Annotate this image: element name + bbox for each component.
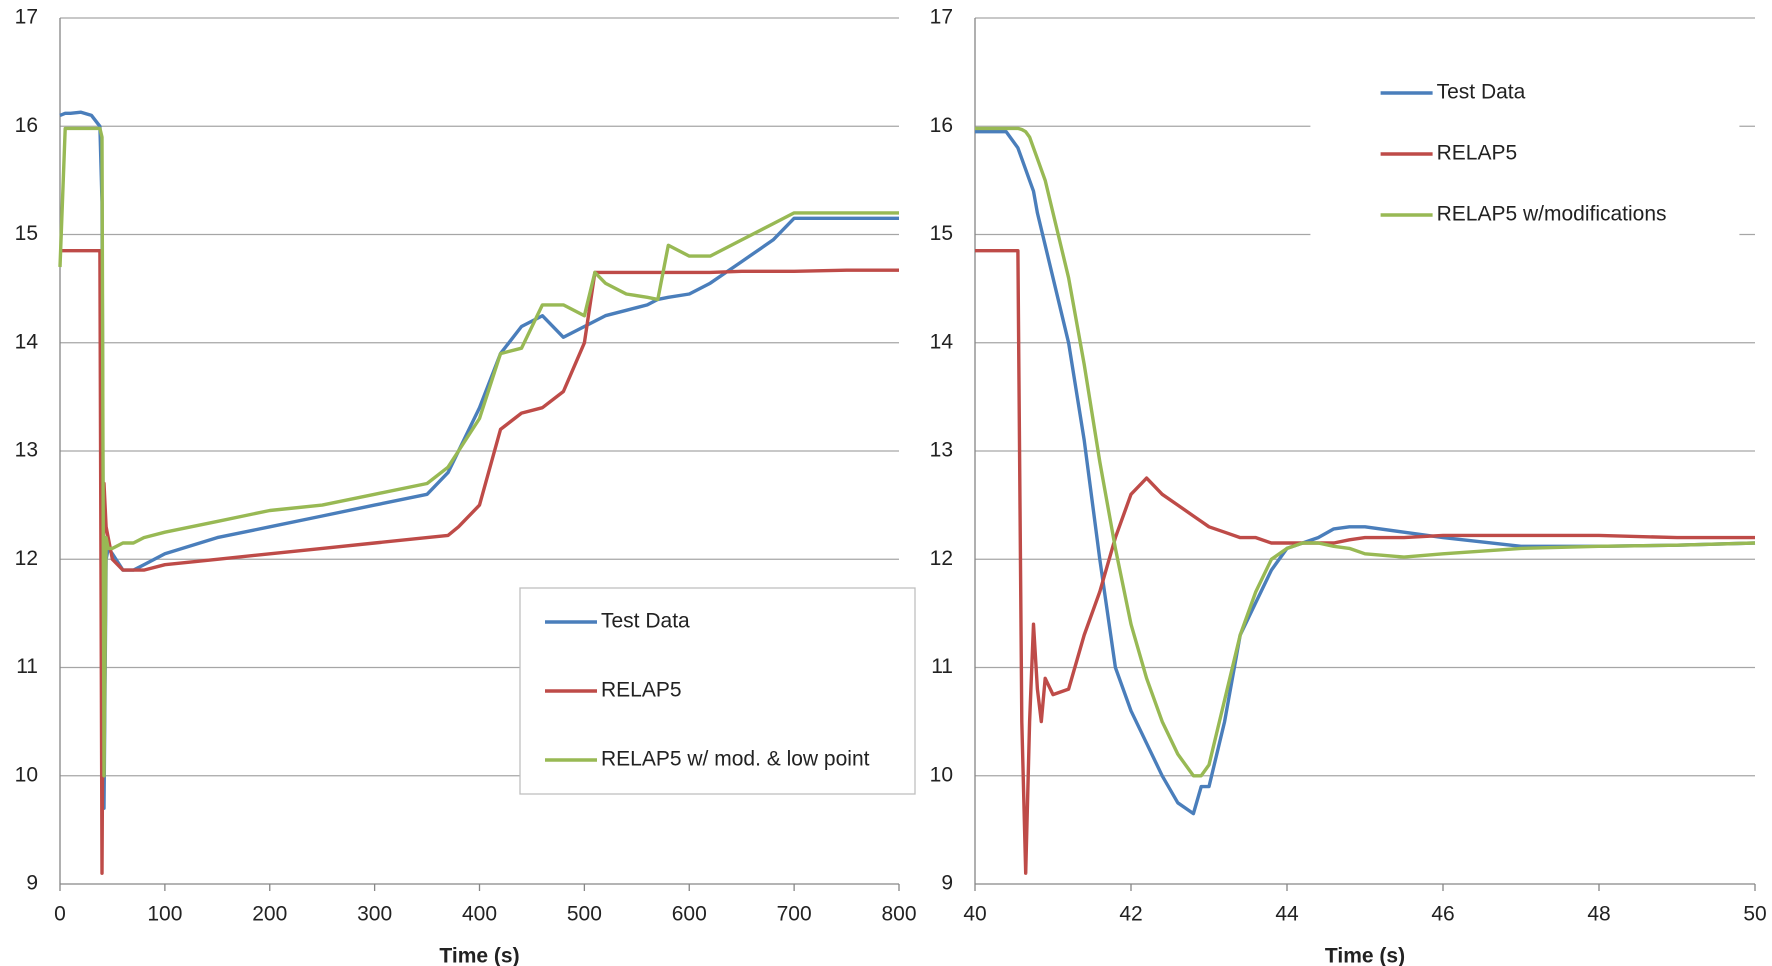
series-line [975,126,1756,778]
y-tick-label: 15 [15,222,38,245]
legend-label: RELAP5 [601,679,682,702]
legend-label: Test Data [601,610,690,633]
x-tick-label: 40 [963,903,986,926]
y-tick-label: 9 [941,872,953,895]
x-tick-label: 300 [357,903,392,926]
legend-label: RELAP5 [1437,142,1518,165]
y-tick-label: 14 [930,330,954,353]
x-tick-label: 50 [1743,903,1766,926]
x-axis-label: Time (s) [1325,945,1405,966]
y-tick-label: 13 [930,439,953,462]
x-tick-label: 0 [54,903,66,926]
y-tick-label: 11 [931,655,953,678]
y-tick-label: 9 [26,872,38,895]
y-tick-label: 17 [930,6,953,29]
x-tick-label: 500 [567,903,602,926]
x-tick-label: 48 [1587,903,1610,926]
series-line [975,249,1755,875]
y-tick-label: 14 [15,330,39,353]
legend-label: RELAP5 w/modifications [1437,203,1667,226]
y-tick-label: 12 [15,547,38,570]
x-tick-label: 44 [1275,903,1299,926]
x-tick-label: 200 [252,903,287,926]
y-tick-label: 12 [930,547,953,570]
y-tick-label: 15 [930,222,953,245]
x-tick-label: 100 [147,903,182,926]
series-line [58,126,899,778]
y-tick-label: 17 [15,6,38,29]
x-tick-label: 600 [672,903,707,926]
y-tick-label: 11 [16,655,38,678]
y-tick-label: 13 [15,439,38,462]
legend-label: Test Data [1437,81,1526,104]
x-tick-label: 700 [777,903,812,926]
x-tick-label: 42 [1119,903,1142,926]
y-tick-label: 16 [15,114,38,137]
x-tick-label: 800 [881,903,916,926]
x-tick-label: 46 [1431,903,1454,926]
x-axis-label: Time (s) [439,945,519,966]
y-tick-label: 10 [15,763,38,786]
legend-label: RELAP5 w/ mod. & low point [601,748,870,771]
series-line [975,130,1756,816]
x-tick-label: 400 [462,903,497,926]
y-tick-label: 16 [930,114,953,137]
y-tick-label: 10 [930,763,953,786]
